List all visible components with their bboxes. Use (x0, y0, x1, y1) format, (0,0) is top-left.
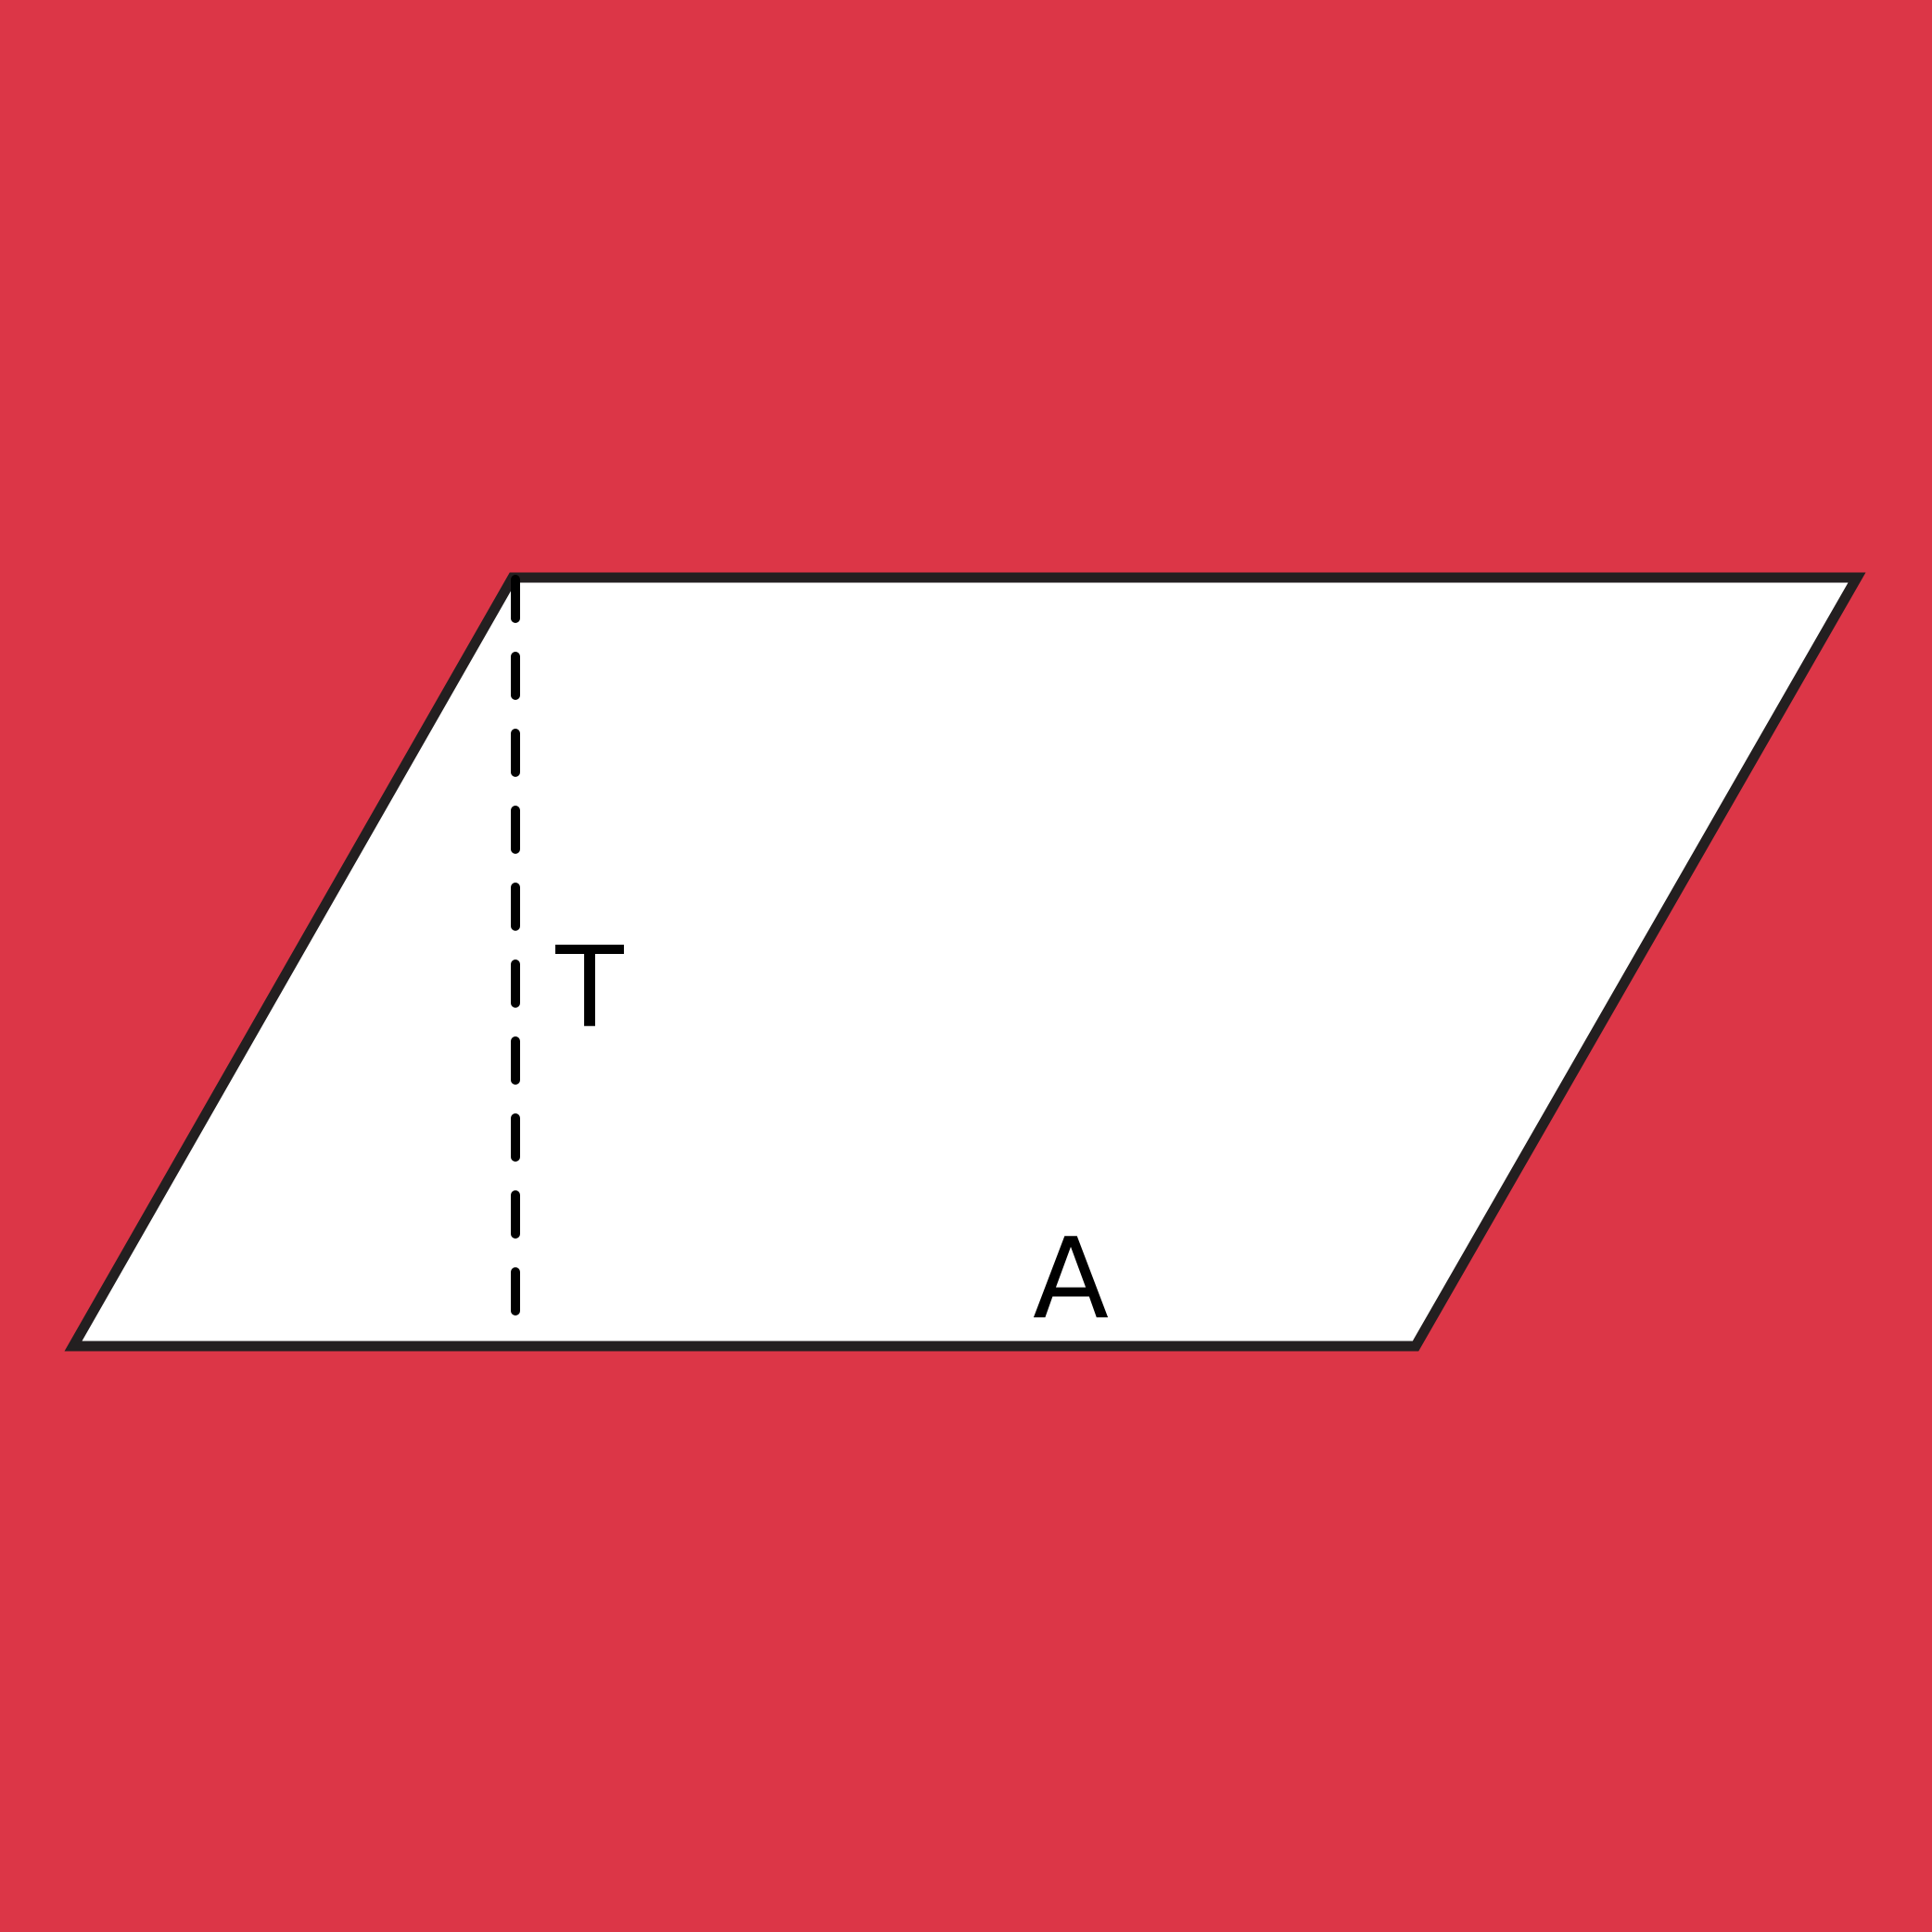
height-label: T (554, 924, 624, 1053)
base-label: A (1033, 1215, 1109, 1344)
